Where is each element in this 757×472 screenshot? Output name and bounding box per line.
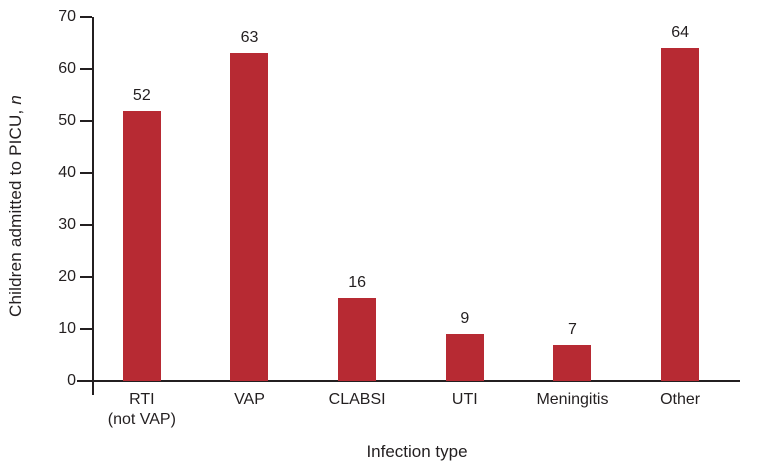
y-axis-title-italic-n: n: [6, 95, 25, 105]
x-category-label-line: Other: [660, 391, 701, 408]
bar: [338, 297, 377, 381]
bar: [445, 334, 484, 381]
x-category-label-line: VAP: [234, 391, 265, 408]
y-tick-line: [80, 120, 92, 122]
x-category-label-line: CLABSI: [328, 391, 386, 408]
y-tick-label: 40: [58, 164, 76, 181]
y-tick-line: [80, 224, 92, 226]
x-category-label-line: RTI: [129, 391, 155, 408]
y-axis-title: Children admitted to PICU, n: [6, 95, 26, 317]
y-tick-label: 0: [67, 372, 76, 389]
y-tick-label: 70: [58, 8, 76, 25]
y-tick-label: 30: [58, 216, 76, 233]
y-tick-label: 60: [58, 60, 76, 77]
y-tick-label: 20: [58, 268, 76, 285]
x-category-label: UTI: [409, 390, 521, 410]
x-category-label: Meningitis: [516, 390, 628, 410]
y-tick-line: [80, 16, 92, 18]
y-axis-title-text: Children admitted to PICU,: [6, 104, 25, 317]
bar-value-label: 64: [671, 24, 690, 42]
x-category-label-line: (not VAP): [107, 411, 176, 428]
x-category-label: VAP: [193, 390, 305, 410]
x-category-label-line: Meningitis: [536, 391, 609, 408]
x-category-label: Other: [624, 390, 736, 410]
y-tick-line: [80, 172, 92, 174]
x-axis-line: [77, 380, 740, 382]
bar: [122, 110, 161, 381]
y-tick-label: 10: [58, 320, 76, 337]
x-category-label: RTI (not VAP): [86, 390, 198, 430]
bar: [553, 344, 592, 381]
y-axis-line: [92, 17, 94, 395]
bar: [661, 48, 700, 381]
bar-value-label: 16: [348, 273, 367, 291]
x-axis-title: Infection type: [366, 442, 468, 461]
y-tick-line: [80, 328, 92, 330]
bar: [230, 53, 269, 381]
y-tick-line: [80, 276, 92, 278]
x-category-label-line: UTI: [451, 391, 478, 408]
y-tick-line: [80, 68, 92, 70]
y-tick-line: [80, 380, 92, 382]
bar-value-label: 52: [132, 86, 151, 104]
bar-value-label: 9: [460, 310, 470, 328]
y-tick-label: 50: [58, 112, 76, 129]
bar-value-label: 63: [240, 29, 259, 47]
bar-value-label: 7: [568, 320, 577, 338]
x-category-label: CLABSI: [301, 390, 413, 410]
